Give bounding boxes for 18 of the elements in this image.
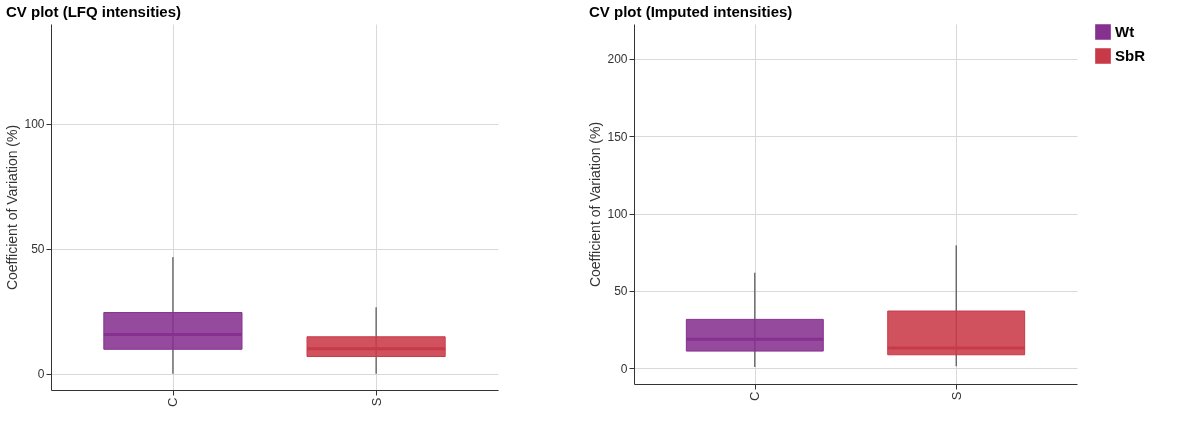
x-tick-label: C bbox=[747, 391, 763, 401]
y-tick-label: 50 bbox=[31, 242, 45, 257]
chart-title: CV plot (Imputed intensities) bbox=[588, 3, 793, 20]
x-tick-label: S bbox=[368, 397, 384, 407]
y-tick-label: 150 bbox=[607, 129, 628, 144]
y-tick-label: 100 bbox=[24, 117, 45, 132]
y-tick-label: 0 bbox=[620, 361, 628, 376]
y-tick-label: 200 bbox=[607, 52, 628, 67]
legend-label: Wt bbox=[1115, 23, 1135, 40]
x-tick-label: C bbox=[165, 397, 181, 407]
y-tick-label: 100 bbox=[607, 207, 628, 222]
y-axis-title: Coefficient of Variation (%) bbox=[4, 124, 21, 291]
y-axis-title: Coefficient of Variation (%) bbox=[587, 121, 604, 288]
x-tick-label: S bbox=[948, 391, 964, 401]
y-tick-label: 50 bbox=[614, 284, 628, 299]
chart-title: CV plot (LFQ intensities) bbox=[5, 3, 181, 20]
legend-label: SbR bbox=[1115, 47, 1146, 64]
y-tick-label: 0 bbox=[37, 367, 45, 382]
